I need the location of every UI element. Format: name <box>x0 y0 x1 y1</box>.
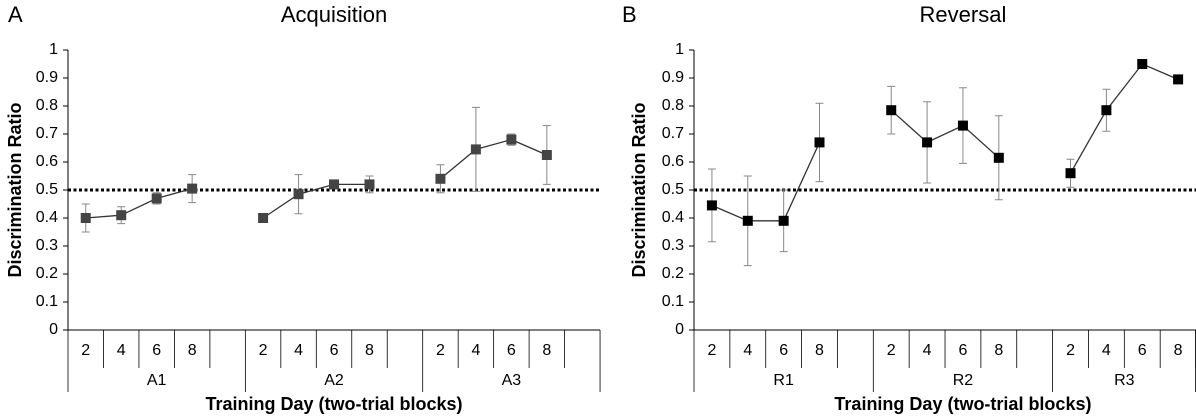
y-tick-label: 1 <box>49 41 58 58</box>
marker <box>957 120 968 131</box>
x-tick-label: 6 <box>779 342 788 359</box>
y-tick-label: 0.8 <box>662 97 684 114</box>
x-axis-label: Training Day (two-trial blocks) <box>206 394 463 414</box>
x-tick-label: 8 <box>815 342 824 359</box>
y-tick-label: 0.8 <box>36 97 58 114</box>
y-tick-label: 0.6 <box>662 153 684 170</box>
x-tick-label: 6 <box>330 342 339 359</box>
y-tick-label: 0 <box>675 321 684 338</box>
x-tick-label: 2 <box>1066 342 1075 359</box>
marker <box>116 210 127 221</box>
marker <box>541 150 552 160</box>
x-tick-label: 2 <box>81 342 90 359</box>
x-tick-label: 6 <box>507 342 516 359</box>
y-tick-label: 0.7 <box>36 125 58 142</box>
x-tick-label: 8 <box>1174 342 1183 359</box>
marker <box>470 144 481 155</box>
y-tick-label: 0.4 <box>662 209 684 226</box>
group-label: R3 <box>1114 372 1135 389</box>
marker <box>329 179 340 190</box>
x-tick-label: 2 <box>436 342 445 359</box>
marker <box>1101 105 1112 116</box>
marker <box>706 200 717 211</box>
y-tick-label: 0.2 <box>36 265 58 282</box>
x-tick-label: 4 <box>1102 342 1111 359</box>
y-tick-label: 0.9 <box>662 69 684 86</box>
marker <box>922 137 933 148</box>
x-tick-label: 2 <box>887 342 896 359</box>
marker <box>1173 74 1184 85</box>
y-tick-label: 0.3 <box>662 237 684 254</box>
x-tick-label: 4 <box>117 342 126 359</box>
x-tick-label: 4 <box>294 342 303 359</box>
x-tick-label: 4 <box>471 342 480 359</box>
y-tick-label: 0.1 <box>662 293 684 310</box>
y-tick-label: 0.5 <box>662 181 684 198</box>
y-tick-label: 0.3 <box>36 237 58 254</box>
marker <box>293 189 304 200</box>
y-tick-label: 0 <box>49 321 58 338</box>
marker <box>435 173 446 184</box>
marker <box>993 152 1004 163</box>
marker <box>1137 59 1148 69</box>
y-tick-label: 0.4 <box>36 209 58 226</box>
marker <box>778 215 789 226</box>
x-tick-label: 4 <box>743 342 752 359</box>
marker <box>742 215 753 226</box>
marker <box>506 134 517 145</box>
chart-title: Reversal <box>920 2 1007 27</box>
data-line <box>85 138 548 219</box>
x-tick-label: 4 <box>923 342 932 359</box>
x-tick-label: 8 <box>542 342 551 359</box>
x-tick-label: 6 <box>1138 342 1147 359</box>
y-axis-label: Discrimination Ratio <box>629 102 649 277</box>
x-tick-label: 8 <box>994 342 1003 359</box>
y-axis-label: Discrimination Ratio <box>5 102 25 277</box>
x-axis-label: Training Day (two-trial blocks) <box>834 394 1091 414</box>
y-tick-label: 0.7 <box>662 125 684 142</box>
y-tick-label: 0.5 <box>36 181 58 198</box>
marker <box>814 137 825 148</box>
marker <box>258 213 269 223</box>
marker <box>187 183 198 194</box>
marker <box>80 213 91 223</box>
y-tick-label: 0.6 <box>36 153 58 170</box>
marker <box>886 105 897 116</box>
panel-label: A <box>8 2 23 27</box>
group-label: R1 <box>773 372 794 389</box>
x-tick-label: 8 <box>365 342 374 359</box>
data-line <box>711 63 1179 222</box>
panel-label: B <box>622 2 637 27</box>
x-tick-label: 6 <box>152 342 161 359</box>
group-label: A2 <box>324 372 344 389</box>
y-tick-label: 0.1 <box>36 293 58 310</box>
x-tick-label: 8 <box>188 342 197 359</box>
marker <box>1065 168 1076 179</box>
group-label: A1 <box>147 372 167 389</box>
group-label: R2 <box>953 372 974 389</box>
x-tick-label: 2 <box>707 342 716 359</box>
y-tick-label: 0.2 <box>662 265 684 282</box>
y-tick-label: 1 <box>675 41 684 58</box>
chart-title: Acquisition <box>281 2 387 27</box>
group-label: A3 <box>502 372 522 389</box>
marker <box>364 179 375 190</box>
marker <box>151 193 162 204</box>
x-tick-label: 6 <box>958 342 967 359</box>
y-tick-label: 0.9 <box>36 69 58 86</box>
x-tick-label: 2 <box>259 342 268 359</box>
